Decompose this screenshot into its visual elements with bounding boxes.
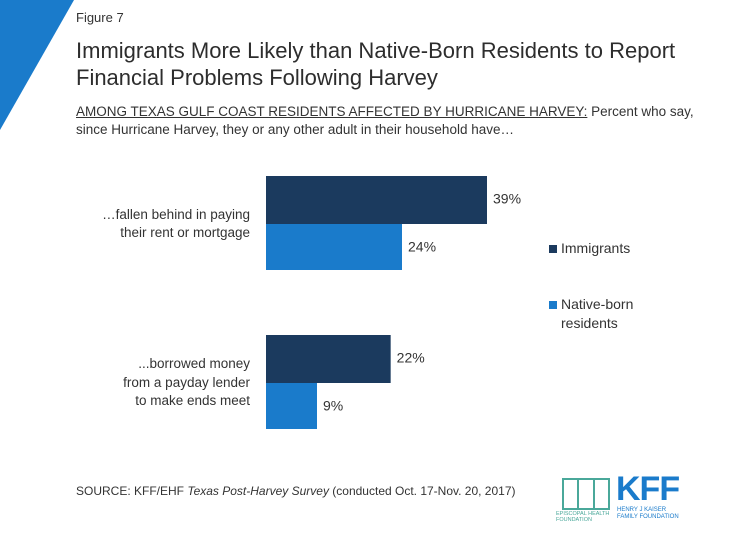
logo-left: EPISCOPAL HEALTH FOUNDATION — [556, 511, 610, 523]
source-prefix: SOURCE: KFF/EHF — [76, 484, 188, 498]
value-label: 9% — [323, 398, 343, 414]
value-label: 24% — [408, 239, 436, 255]
legend-label: Immigrants — [561, 240, 631, 256]
subtitle: Percent who say, since Hurricane Harvey,… — [76, 104, 694, 137]
legend-swatch — [549, 245, 557, 253]
chart-title: Immigrants More Likely than Native-Born … — [76, 38, 676, 90]
subtitle-block: AMONG TEXAS GULF COAST RESIDENTS AFFECTE… — [76, 103, 696, 139]
subtitle-lead: AMONG TEXAS GULF COAST RESIDENTS AFFECTE… — [76, 104, 588, 119]
category-label: ...borrowed money from a payday lender t… — [123, 356, 250, 408]
source-title: Texas Post-Harvey Survey — [187, 484, 329, 498]
figure-label: Figure 7 — [76, 10, 124, 25]
legend-label: Native-born residents — [561, 296, 634, 331]
value-label: 22% — [397, 350, 425, 366]
bar — [266, 335, 391, 383]
legend-swatch — [549, 301, 557, 309]
logo-right: KFF — [616, 470, 680, 508]
logo-right-sub: HENRY J KAISER FAMILY FOUNDATION — [617, 507, 679, 520]
source-suffix: (conducted Oct. 17-Nov. 20, 2017) — [328, 484, 516, 498]
ehf-logo-box — [562, 478, 610, 510]
bar — [266, 176, 487, 224]
source: SOURCE: KFF/EHF Texas Post-Harvey Survey… — [76, 484, 516, 498]
corner-decoration — [0, 0, 74, 130]
bar — [266, 383, 317, 429]
value-label: 39% — [493, 191, 521, 207]
bar — [266, 224, 402, 270]
category-label: …fallen behind in paying their rent or m… — [102, 206, 250, 241]
